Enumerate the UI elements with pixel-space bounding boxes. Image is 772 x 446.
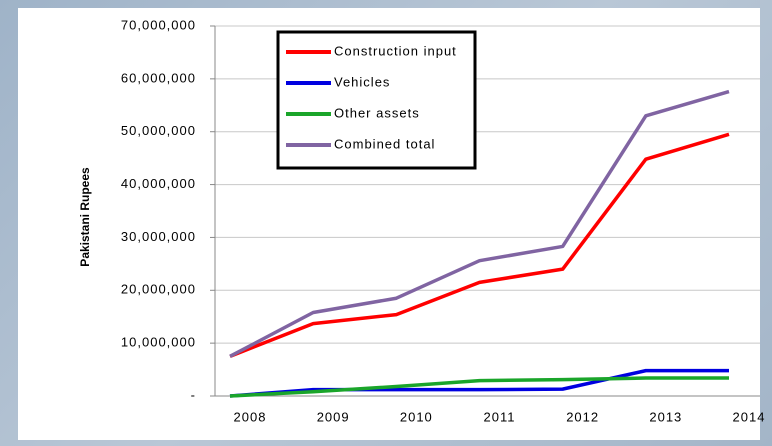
legend-label: Combined total <box>334 136 435 151</box>
legend-label: Construction input <box>334 43 457 58</box>
y-tick-label: 50,000,000 <box>121 123 196 138</box>
y-tick-label: 70,000,000 <box>121 17 196 32</box>
y-tick-label: 10,000,000 <box>121 335 196 350</box>
series-line <box>229 368 729 398</box>
x-tick-label: 2010 <box>400 409 433 424</box>
x-tick-label: 2014 <box>733 409 766 424</box>
series-line <box>229 376 729 398</box>
y-axis-label: Pakistani Rupees <box>78 167 92 267</box>
y-tick-label: 30,000,000 <box>121 229 196 244</box>
x-tick-label: 2013 <box>649 409 682 424</box>
x-tick-label: 2012 <box>566 409 599 424</box>
x-tick-label: 2009 <box>317 409 350 424</box>
legend-label: Other assets <box>334 105 420 120</box>
series-line <box>229 89 730 358</box>
legend-label: Vehicles <box>334 74 390 89</box>
series-line <box>229 132 730 358</box>
y-tick-label: 20,000,000 <box>121 282 196 297</box>
y-tick-label: 40,000,000 <box>121 176 196 191</box>
x-tick-label: 2008 <box>234 409 267 424</box>
y-tick-label: - <box>191 387 196 402</box>
x-tick-label: 2011 <box>484 409 516 424</box>
y-tick-label: 60,000,000 <box>121 70 196 85</box>
